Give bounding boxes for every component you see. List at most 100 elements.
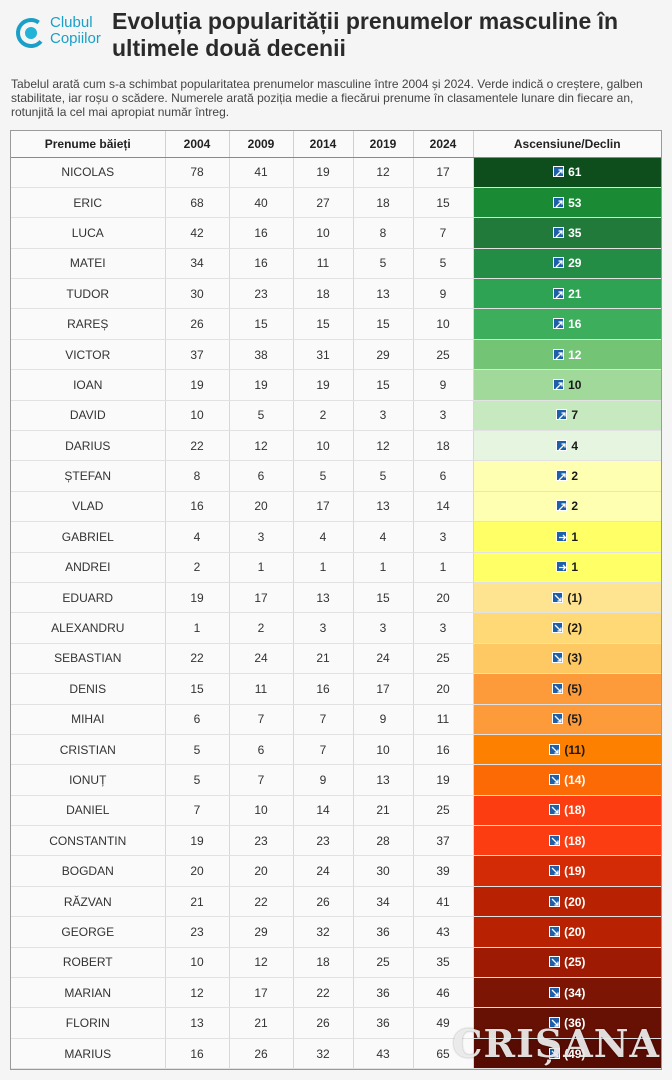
rank-cell: 25: [353, 947, 414, 979]
rank-cell: 13: [353, 278, 414, 310]
rank-cell: 14: [413, 491, 474, 523]
row-name-cell: BOGDAN: [11, 855, 166, 887]
rank-cell: 36: [353, 1007, 414, 1039]
logo-text: Clubul Copiilor: [50, 15, 101, 47]
trend-value: (14): [564, 773, 586, 787]
rank-cell: 21: [353, 795, 414, 827]
rank-cell: 32: [293, 916, 354, 948]
rank-cell: 68: [165, 187, 230, 219]
rank-cell: 40: [229, 187, 294, 219]
rank-cell: 14: [293, 795, 354, 827]
rank-cell: 5: [165, 734, 230, 766]
table-row: DARIUS 22 12 10 12 18 4: [11, 430, 661, 462]
rank-cell: 13: [165, 1007, 230, 1039]
rank-cell: 37: [165, 339, 230, 371]
rank-cell: 20: [229, 491, 294, 523]
trend-value: 12: [568, 347, 582, 362]
trend-cell: 53: [473, 187, 661, 219]
rank-cell: 41: [413, 886, 474, 918]
table-header-row: Prenume băieți 2004 2009 2014 2019 2024 …: [11, 131, 661, 158]
rank-cell: 13: [293, 582, 354, 614]
table-row: ANDREI 2 1 1 1 1 1: [11, 552, 661, 583]
rank-cell: 15: [353, 369, 414, 401]
rank-cell: 3: [413, 521, 474, 553]
trend-value: 7: [571, 408, 579, 423]
trend-cell: (19): [473, 855, 661, 887]
rank-cell: 9: [413, 278, 474, 310]
rank-cell: 18: [413, 430, 474, 462]
rank-cell: 7: [165, 795, 230, 827]
trend-cell: (14): [473, 764, 661, 796]
rank-cell: 26: [229, 1038, 294, 1070]
rank-cell: 21: [165, 886, 230, 918]
rank-cell: 24: [293, 855, 354, 887]
row-name-cell: ROBERT: [11, 947, 166, 979]
rank-cell: 10: [165, 400, 230, 432]
trend-flat-arrow-icon: [556, 530, 568, 542]
trend-value: (25): [564, 955, 586, 970]
trend-down-arrow-icon: [549, 774, 561, 785]
trend-value: 53: [568, 195, 582, 210]
rank-cell: 15: [353, 308, 414, 340]
rank-cell: 22: [165, 430, 230, 462]
rank-cell: 26: [293, 1007, 354, 1039]
trend-value: (5): [567, 681, 583, 696]
rank-cell: 7: [293, 734, 354, 766]
trend-cell: (20): [473, 886, 661, 918]
rank-cell: 65: [413, 1038, 474, 1070]
rank-cell: 12: [353, 430, 414, 462]
trend-cell: (25): [473, 947, 661, 979]
rank-cell: 15: [229, 308, 294, 340]
rank-cell: 22: [165, 643, 230, 675]
trend-cell: 2: [473, 460, 661, 492]
rank-cell: 9: [413, 369, 474, 401]
trend-cell: (20): [473, 916, 661, 948]
trend-up-arrow-icon: [553, 196, 565, 208]
row-name-cell: DARIUS: [11, 430, 166, 462]
column-header-2024: 2024: [413, 131, 474, 158]
row-name-cell: EDUARD: [11, 582, 166, 614]
rank-cell: 11: [293, 248, 354, 280]
trend-up-arrow-icon: [553, 166, 565, 178]
row-name-cell: LUCA: [11, 217, 166, 249]
row-name-cell: IONUȚ: [11, 764, 166, 796]
trend-value: 61: [568, 165, 582, 180]
trend-value: (19): [564, 864, 586, 879]
rank-cell: 19: [165, 369, 230, 401]
row-name-cell: NICOLAS: [11, 157, 166, 188]
rank-cell: 1: [229, 552, 294, 583]
rank-cell: 30: [353, 855, 414, 887]
page-subtitle: Tabelul arată cum s-a schimbat popularit…: [11, 77, 643, 119]
row-name-cell: IOAN: [11, 369, 166, 401]
rank-cell: 3: [413, 612, 474, 644]
rank-cell: 1: [353, 552, 414, 583]
trend-up-arrow-icon: [553, 287, 565, 299]
rank-cell: 19: [165, 582, 230, 614]
rank-cell: 13: [353, 491, 414, 523]
trend-value: 10: [568, 377, 582, 392]
rank-cell: 9: [353, 704, 414, 735]
watermark: CRIȘANA: [452, 1021, 660, 1066]
table-row: NICOLAS 78 41 19 12 17 61: [11, 157, 661, 188]
rank-cell: 1: [413, 552, 474, 583]
trend-down-arrow-icon: [549, 1017, 561, 1029]
column-header-2019: 2019: [353, 131, 414, 158]
trend-down-arrow-icon: [552, 652, 564, 664]
row-name-cell: DENIS: [11, 673, 166, 705]
rank-cell: 16: [229, 217, 294, 249]
rank-cell: 5: [353, 460, 414, 492]
logo-icon: [16, 18, 46, 48]
rank-cell: 6: [229, 460, 294, 492]
trend-down-arrow-icon: [549, 895, 561, 907]
rank-cell: 7: [413, 217, 474, 249]
column-header-name: Prenume băieți: [11, 131, 166, 158]
trend-down-arrow-icon: [549, 956, 561, 968]
rank-cell: 38: [229, 339, 294, 371]
table-row: VLAD 16 20 17 13 14 2: [11, 491, 661, 523]
table-row: ȘTEFAN 8 6 5 5 6 2: [11, 460, 661, 492]
rank-cell: 16: [293, 673, 354, 705]
table-body: NICOLAS 78 41 19 12 17 61 ERIC 68 40 27 18 15 53 LUCA 4…: [11, 157, 661, 1070]
rank-cell: 20: [165, 855, 230, 887]
trend-up-arrow-icon: [556, 439, 568, 451]
row-name-cell: CRISTIAN: [11, 734, 166, 766]
